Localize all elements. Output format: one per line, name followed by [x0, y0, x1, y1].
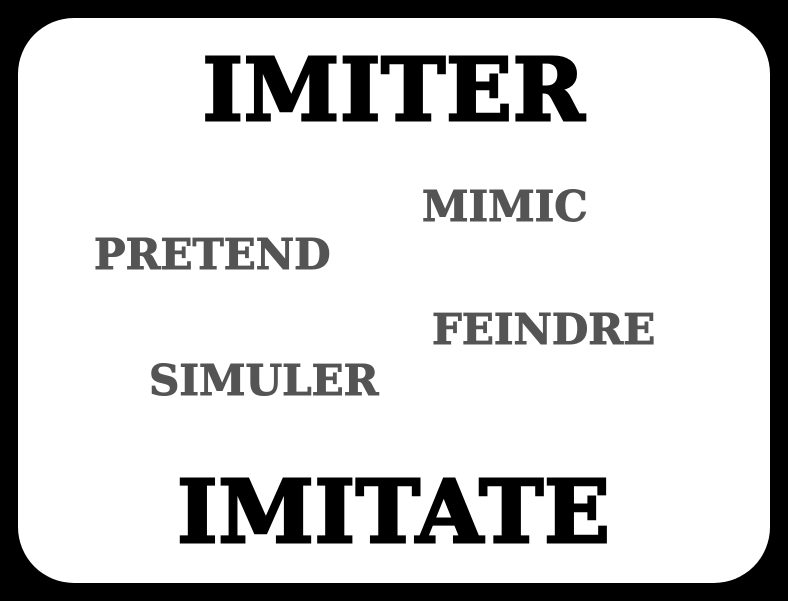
synonym-feindre: FEINDRE: [431, 305, 656, 354]
top-word-imiter: IMITER: [201, 40, 586, 141]
synonym-pretend: PRETEND: [94, 230, 332, 279]
word-card: IMITER MIMIC PRETEND FEINDRE SIMULER IMI…: [18, 18, 770, 583]
synonym-mimic: MIMIC: [422, 182, 589, 231]
synonym-simuler: SIMULER: [149, 356, 380, 405]
bottom-word-imitate: IMITATE: [176, 462, 612, 563]
